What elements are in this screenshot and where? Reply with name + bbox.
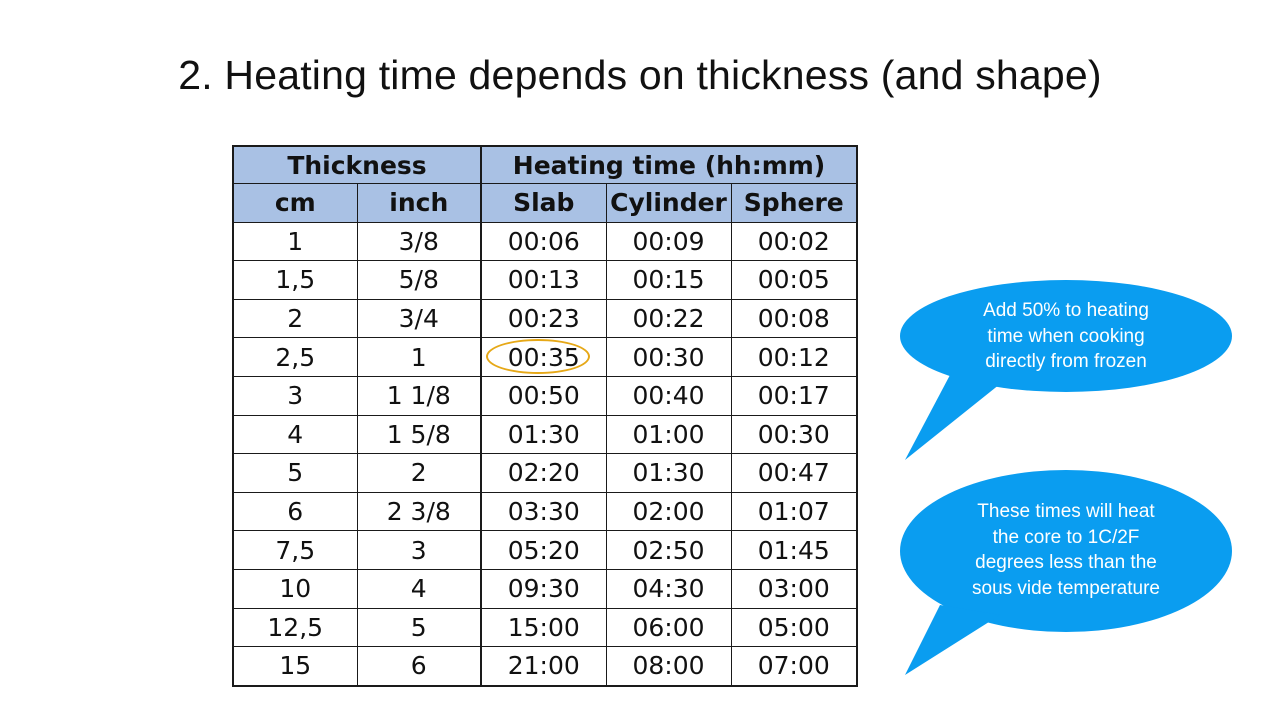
cylinder-cell: 08:00 [605, 646, 732, 687]
callout-line: degrees less than the [975, 552, 1157, 573]
callout-line: sous vide temperature [972, 577, 1160, 599]
cm-cell: 7,5 [232, 530, 358, 570]
cm-cell: 2,5 [232, 337, 358, 377]
table-row: 10 4 09:30 04:30 03:00 [232, 568, 858, 609]
cylinder-cell: 01:00 [605, 414, 732, 455]
slab-cell-highlighted: 00:35 [480, 337, 607, 377]
speech-bubble-shape [900, 470, 1232, 675]
table-row: 1 3/8 00:06 00:09 00:02 [232, 221, 858, 262]
cylinder-cell: 02:50 [605, 530, 732, 570]
inch-cell: 1 [356, 337, 482, 377]
inch-cell: 1 1/8 [356, 375, 482, 416]
cylinder-cell: 00:22 [605, 298, 732, 339]
sphere-cell: 00:08 [730, 298, 858, 339]
cylinder-cell: 06:00 [605, 607, 732, 648]
slab-cell: 21:00 [480, 646, 607, 687]
table-row: 1,5 5/8 00:13 00:15 00:05 [232, 260, 858, 300]
heating-time-table: Thickness Heating time (hh:mm) cm inch S… [232, 145, 859, 687]
sphere-cell: 00:12 [730, 337, 858, 377]
table-row: 12,5 5 15:00 06:00 05:00 [232, 607, 858, 648]
sphere-cell: 00:02 [730, 221, 858, 262]
cm-cell: 5 [232, 453, 358, 493]
table-row: 2 3/4 00:23 00:22 00:08 [232, 298, 858, 339]
sphere-cell: 01:45 [730, 530, 858, 570]
sphere-cell: 00:30 [730, 414, 858, 455]
sphere-cell: 00:17 [730, 375, 858, 416]
cm-cell: 1,5 [232, 260, 358, 300]
cm-cell: 6 [232, 491, 358, 532]
callout-line: directly from frozen [985, 351, 1147, 372]
slide-title: 2. Heating time depends on thickness (an… [178, 52, 1102, 98]
inch-cell: 5 [356, 607, 482, 648]
cm-cell: 1 [232, 221, 358, 262]
speech-bubble-shape [900, 280, 1232, 460]
inch-cell: 2 [356, 453, 482, 493]
column-header-slab: Slab [480, 183, 607, 223]
cylinder-cell: 01:30 [605, 453, 732, 493]
inch-cell: 4 [356, 568, 482, 609]
slab-cell: 15:00 [480, 607, 607, 648]
table-row: 15 6 21:00 08:00 07:00 [232, 646, 858, 687]
cylinder-cell: 00:09 [605, 221, 732, 262]
callout-line: time when cooking [987, 325, 1145, 347]
sphere-cell: 03:00 [730, 568, 858, 609]
column-header-inch: inch [356, 183, 482, 223]
cylinder-cell: 02:00 [605, 491, 732, 532]
slab-cell: 00:06 [480, 221, 607, 262]
inch-cell: 6 [356, 646, 482, 687]
sphere-cell: 01:07 [730, 491, 858, 532]
column-header-cm: cm [232, 183, 358, 223]
cylinder-cell: 04:30 [605, 568, 732, 609]
sphere-cell: 00:47 [730, 453, 858, 493]
column-header-sphere: Sphere [730, 183, 858, 223]
inch-cell: 2 3/8 [356, 491, 482, 532]
slab-cell: 00:13 [480, 260, 607, 300]
table-row: 2,5 1 00:35 00:30 00:12 [232, 337, 858, 377]
inch-cell: 5/8 [356, 260, 482, 300]
sphere-cell: 07:00 [730, 646, 858, 687]
slab-cell: 00:23 [480, 298, 607, 339]
callout-line: These times will heat [977, 501, 1155, 522]
highlight-circle [486, 339, 591, 375]
cm-cell: 3 [232, 375, 358, 416]
sphere-cell: 05:00 [730, 607, 858, 648]
cm-cell: 15 [232, 646, 358, 687]
inch-cell: 3/4 [356, 298, 482, 339]
slab-cell: 00:50 [480, 375, 607, 416]
group-header-row: Thickness Heating time (hh:mm) [232, 145, 858, 184]
table-row: 7,5 3 05:20 02:50 01:45 [232, 530, 858, 570]
cm-cell: 2 [232, 298, 358, 339]
inch-cell: 3 [356, 530, 482, 570]
cylinder-cell: 00:15 [605, 260, 732, 300]
slab-cell: 09:30 [480, 568, 607, 609]
slab-cell: 03:30 [480, 491, 607, 532]
inch-cell: 1 5/8 [356, 414, 482, 455]
cm-cell: 12,5 [232, 607, 358, 648]
callout-line: the core to 1C/2F [992, 526, 1140, 548]
cylinder-cell: 00:30 [605, 337, 732, 377]
column-header-cylinder: Cylinder [605, 183, 732, 223]
slab-cell: 05:20 [480, 530, 607, 570]
slab-cell: 01:30 [480, 414, 607, 455]
heating-time-group-header: Heating time (hh:mm) [480, 145, 858, 184]
cylinder-cell: 00:40 [605, 375, 732, 416]
core-temperature-callout: These times will heat the core to 1C/2F … [895, 470, 1240, 680]
slab-cell: 02:20 [480, 453, 607, 493]
column-header-row: cm inch Slab Cylinder Sphere [232, 183, 858, 223]
frozen-callout: Add 50% to heating time when cooking dir… [895, 280, 1240, 465]
cm-cell: 10 [232, 568, 358, 609]
callout-line: Add 50% to heating [983, 300, 1149, 321]
thickness-group-header: Thickness [232, 145, 482, 184]
inch-cell: 3/8 [356, 221, 482, 262]
sphere-cell: 00:05 [730, 260, 858, 300]
table-row: 5 2 02:20 01:30 00:47 [232, 453, 858, 493]
cm-cell: 4 [232, 414, 358, 455]
